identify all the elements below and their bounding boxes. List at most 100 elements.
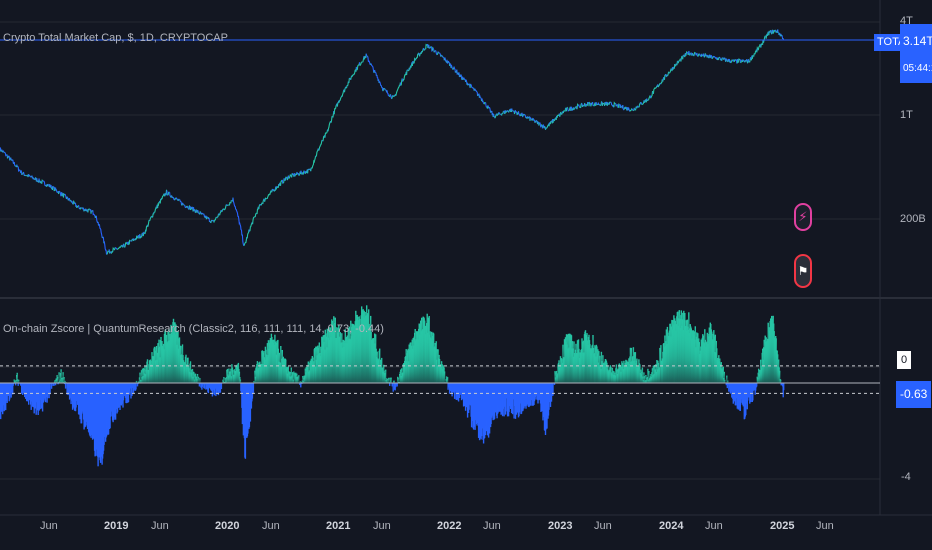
bolt-event-icon[interactable]: ⚡ (794, 203, 812, 231)
zscore-bar-positive (723, 371, 725, 383)
zscore-bar-positive (299, 381, 301, 383)
price-line-segment (730, 59, 733, 64)
zscore-bar-positive (641, 367, 644, 383)
zscore-bar-positive (16, 372, 18, 383)
price-line-segment (401, 78, 404, 82)
price-line-segment (430, 46, 433, 52)
price-line-segment (775, 30, 777, 33)
price-line-segment (384, 88, 386, 91)
zscore-bar-positive (446, 377, 449, 383)
price-line-segment (685, 50, 688, 56)
zscore-bar-positive (64, 380, 66, 383)
price-line-segment (691, 52, 694, 56)
price-line-segment (109, 250, 111, 254)
price-line-segment (512, 110, 514, 112)
price-line-segment (638, 103, 641, 108)
price-line-segment (541, 124, 544, 129)
zscore-bar-negative (215, 383, 217, 397)
zscore-bar-positive (135, 380, 138, 383)
price-line-segment (114, 247, 118, 250)
zscore-bar-negative (20, 383, 22, 386)
zscore-bar-positive (302, 376, 304, 383)
zscore-bar-negative (213, 383, 216, 396)
x-tick-label: 2024 (659, 520, 684, 532)
zscore-bar-positive (230, 368, 232, 383)
zscore-bar-positive (298, 375, 300, 383)
price-line-segment (624, 106, 627, 109)
zscore-bar-negative (501, 383, 504, 417)
reference-lines (0, 39, 880, 394)
price-line-segment (523, 113, 526, 116)
zscore-bar-negative (198, 383, 201, 387)
zscore-bar-negative (57, 383, 59, 385)
price-line-segment (402, 71, 407, 82)
zscore-bar-negative (128, 383, 131, 395)
zscore-bar-positive (387, 378, 389, 383)
zscore-bar-negative (63, 383, 66, 385)
price-line-segment (106, 250, 109, 255)
price-line-segment (41, 179, 43, 184)
price-line-segment (431, 46, 434, 51)
zscore-bar-positive (189, 361, 192, 383)
price-line-segment (413, 57, 416, 64)
price-line-segment (98, 224, 103, 239)
price-line-segment (617, 103, 620, 108)
zscore-bar-positive (386, 378, 388, 383)
x-tick-label: Jun (40, 520, 58, 532)
zscore-bar-positive (58, 372, 60, 383)
price-line-segment (576, 102, 579, 110)
x-tick-label: Jun (594, 520, 612, 532)
zscore-bar-negative (137, 383, 139, 385)
price-line-segment (762, 35, 766, 43)
price-line-segment (680, 55, 683, 62)
price-line-segment (539, 122, 542, 128)
price-line-segment (102, 236, 105, 244)
price-line-segment (756, 46, 759, 53)
y-tick-label: 200B (900, 213, 926, 225)
zscore-bar-positive (253, 381, 255, 383)
x-tick-label: Jun (151, 520, 169, 532)
price-line-segment (389, 94, 391, 97)
price-line-segment (521, 112, 524, 118)
price-line-segment (223, 204, 227, 211)
zscore-bar-positive (18, 379, 20, 383)
zscore-bar-positive (141, 368, 144, 383)
price-line-segment (378, 81, 382, 87)
zscore-bar-negative (33, 383, 35, 414)
price-line-segment (545, 123, 550, 129)
zscore-bar-negative (396, 383, 398, 387)
zscore-bar-positive (779, 370, 781, 383)
price-line-segment (366, 55, 371, 65)
price-line-segment (199, 210, 201, 215)
x-tick-label: Jun (705, 520, 723, 532)
price-line-segment (111, 246, 115, 253)
flag-event-icon[interactable]: ⚑ (794, 254, 812, 288)
price-line-segment (652, 85, 658, 94)
zscore-bar-negative (10, 383, 12, 398)
price-line-segment (629, 108, 633, 112)
zscore-bar-positive (642, 376, 644, 383)
zscore-bar-negative (249, 383, 252, 422)
zscore-bar-positive (300, 381, 302, 383)
price-line-segment (718, 56, 721, 59)
price-line-segment (709, 54, 711, 59)
zscore-bar-negative (207, 383, 210, 394)
zscore-bar-negative (552, 383, 554, 396)
zero-tick-badge: 0 (897, 351, 912, 369)
price-line-segment (246, 229, 250, 239)
x-tick-label: Jun (373, 520, 391, 532)
price-line-segment (72, 200, 75, 205)
price-line-segment (356, 62, 361, 71)
zscore-bar-negative (752, 383, 754, 401)
price-line-segment (470, 83, 474, 89)
zscore-bar-negative (448, 383, 451, 394)
price-line-segment (188, 205, 191, 210)
zscore-bar-negative (392, 383, 394, 392)
price-line-segment (386, 90, 391, 98)
price-line-segment (573, 107, 576, 111)
price-line-segment (646, 99, 649, 102)
price-line-segment (266, 190, 272, 199)
zscore-bar-positive (239, 379, 242, 383)
zscore-bar-negative (12, 383, 14, 395)
